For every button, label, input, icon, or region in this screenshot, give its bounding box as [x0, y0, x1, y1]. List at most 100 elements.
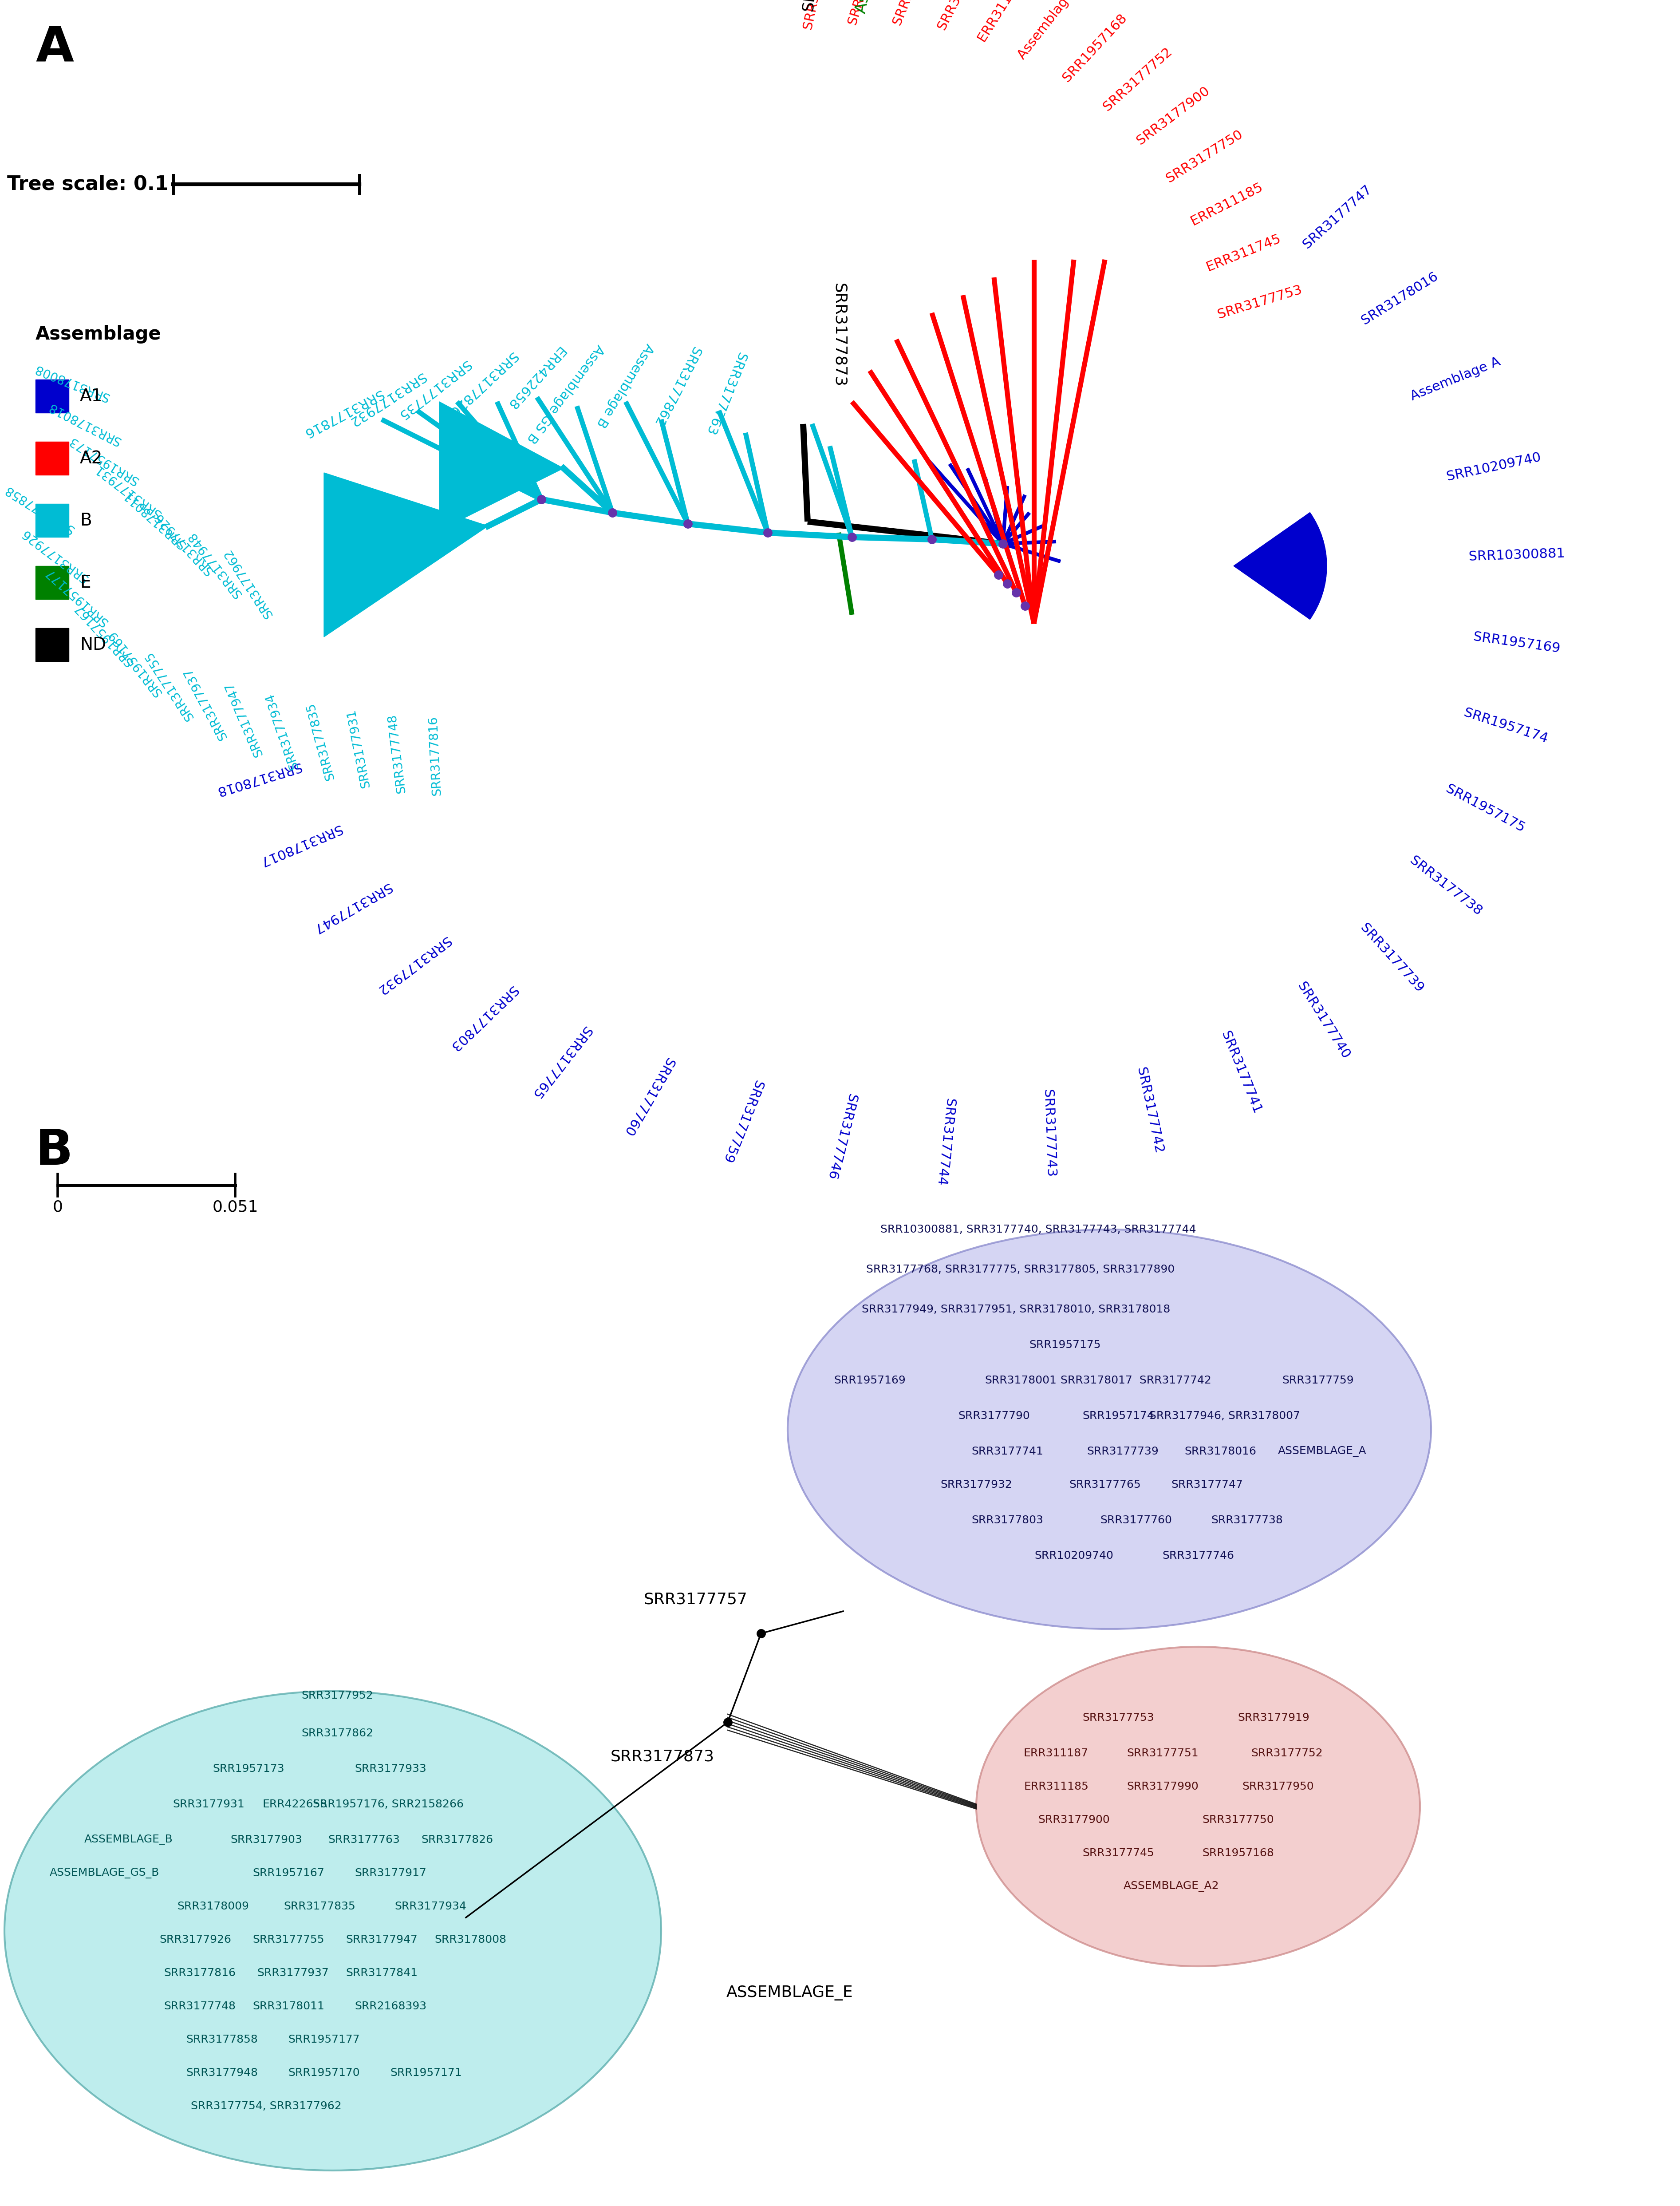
- Text: SRR1957168: SRR1957168: [1201, 1849, 1273, 1857]
- Text: SRR3177949, SRR3177951, SRR3178010, SRR3178018: SRR3177949, SRR3177951, SRR3178010, SRR3…: [862, 1304, 1171, 1315]
- Text: SRR3177862: SRR3177862: [650, 344, 702, 428]
- Text: SRR3177803: SRR3177803: [971, 1516, 1043, 1527]
- Text: B: B: [35, 1127, 74, 1176]
- Text: SRR3177735: SRR3177735: [395, 357, 472, 421]
- Text: E: E: [81, 574, 91, 591]
- Text: SRR3177754, SRR3177962: SRR3177754, SRR3177962: [192, 2100, 341, 2111]
- Text: SRR3177742: SRR3177742: [1134, 1065, 1164, 1154]
- Text: SRR10300881: SRR10300881: [1468, 547, 1566, 563]
- Text: ASSEMBLAGE_A: ASSEMBLAGE_A: [1278, 1447, 1366, 1456]
- Text: SRR2168393: SRR2168393: [354, 2001, 427, 2012]
- Text: SRR3177873: SRR3177873: [832, 282, 847, 386]
- Text: SRR3177816: SRR3177816: [427, 715, 444, 796]
- Text: SRR3177765: SRR3177765: [1068, 1480, 1141, 1489]
- Text: A2: A2: [81, 450, 102, 468]
- Text: ERR311187: ERR311187: [974, 0, 1028, 44]
- Text: ERR311187: ERR311187: [1023, 1747, 1089, 1758]
- Text: SRR3177741: SRR3177741: [1218, 1030, 1263, 1116]
- Text: SRR3177933: SRR3177933: [354, 1763, 427, 1774]
- Text: SRR3177934: SRR3177934: [395, 1902, 467, 1913]
- Text: SRR3177900: SRR3177900: [1038, 1816, 1109, 1824]
- Text: SRR3177765: SRR3177765: [529, 1024, 593, 1101]
- Text: SRR1957171: SRR1957171: [390, 2067, 462, 2078]
- Text: SRR3177763: SRR3177763: [328, 1835, 400, 1844]
- Text: SRR3177738: SRR3177738: [1406, 854, 1483, 918]
- Text: SRR3177931: SRR3177931: [344, 708, 371, 790]
- Text: SRR3177763: SRR3177763: [702, 351, 748, 437]
- Polygon shape: [324, 472, 487, 638]
- Text: Assemblage E: Assemblage E: [853, 0, 889, 15]
- Text: SRR3177835: SRR3177835: [304, 702, 336, 781]
- Text: SRR3177948: SRR3177948: [186, 2067, 257, 2078]
- Text: SRR3177858: SRR3177858: [2, 483, 77, 536]
- Text: SRR1957175: SRR1957175: [1443, 783, 1527, 834]
- Text: SRR3177962: SRR3177962: [222, 547, 276, 620]
- Text: SRR3177746: SRR3177746: [825, 1092, 858, 1180]
- Text: SRR3177826: SRR3177826: [447, 349, 519, 419]
- Text: SRR3177753: SRR3177753: [1216, 282, 1304, 322]
- Text: ERR422658: ERR422658: [262, 1798, 328, 1809]
- Text: SRR3177934: SRR3177934: [264, 693, 301, 772]
- Bar: [35, 567, 69, 600]
- Text: SRR3178017: SRR3178017: [257, 823, 343, 867]
- Text: SRR3177748: SRR3177748: [163, 2001, 235, 2012]
- Text: SRR3177873: SRR3177873: [610, 1749, 714, 1765]
- Text: SRR3177741: SRR3177741: [971, 1447, 1043, 1456]
- Bar: [35, 629, 69, 662]
- Text: SRR3178008: SRR3178008: [435, 1935, 506, 1946]
- Text: SRR3177739: SRR3177739: [1357, 922, 1425, 995]
- Text: ASSEMBLAGE_GS_B: ASSEMBLAGE_GS_B: [49, 1868, 160, 1880]
- Text: SRR3177746: SRR3177746: [1163, 1551, 1233, 1562]
- Text: SRR3177952: SRR3177952: [301, 1690, 373, 1701]
- Text: A: A: [35, 24, 74, 73]
- Text: SRR1957175: SRR1957175: [1028, 1339, 1100, 1350]
- Bar: [35, 503, 69, 536]
- Text: SRR1957177: SRR1957177: [44, 565, 111, 629]
- Bar: [35, 441, 69, 474]
- Text: SRR3177743: SRR3177743: [1040, 1090, 1057, 1178]
- Ellipse shape: [788, 1229, 1431, 1628]
- Text: SRR3177768, SRR3177775, SRR3177805, SRR3177890: SRR3177768, SRR3177775, SRR3177805, SRR3…: [867, 1264, 1174, 1275]
- Text: SRR3178018: SRR3178018: [45, 399, 123, 448]
- Text: SRR1957169: SRR1957169: [106, 629, 165, 699]
- Text: SRR3177750: SRR3177750: [1201, 1816, 1273, 1824]
- Ellipse shape: [976, 1646, 1420, 1966]
- Text: SRR3177752: SRR3177752: [1100, 46, 1174, 113]
- Text: SRR3177751: SRR3177751: [1127, 1747, 1198, 1758]
- Text: SRR3177947: SRR3177947: [223, 679, 265, 759]
- Text: B: B: [81, 512, 92, 529]
- Text: SRR3177926: SRR3177926: [151, 510, 215, 576]
- Ellipse shape: [5, 1692, 660, 2171]
- Text: SRR3177747: SRR3177747: [1171, 1480, 1243, 1489]
- Text: ND: ND: [81, 638, 106, 653]
- Text: SRR1957173: SRR1957173: [213, 1763, 284, 1774]
- Text: SRR1957169: SRR1957169: [833, 1374, 906, 1385]
- Text: SRR3178016: SRR3178016: [1359, 269, 1440, 326]
- Text: SRR1957176, SRR2158266: SRR1957176, SRR2158266: [312, 1798, 464, 1809]
- Text: SRR3177931: SRR3177931: [173, 1798, 244, 1809]
- Text: 0.051: 0.051: [212, 1200, 259, 1216]
- Text: SRR3177947: SRR3177947: [346, 1935, 417, 1946]
- Text: SRR3177990: SRR3177990: [934, 0, 986, 31]
- Text: SRR3177858: SRR3177858: [186, 2034, 257, 2045]
- Text: ERR311185: ERR311185: [1188, 181, 1265, 227]
- Text: SRR3178011: SRR3178011: [121, 488, 188, 552]
- Text: SRR3177744: SRR3177744: [934, 1099, 956, 1187]
- Text: SRR3177990: SRR3177990: [1126, 1780, 1198, 1791]
- Text: SRR3178017  SRR3177742: SRR3178017 SRR3177742: [1060, 1374, 1211, 1385]
- Text: SRR3177740: SRR3177740: [1294, 979, 1352, 1061]
- Text: SRR3177947: SRR3177947: [311, 880, 393, 935]
- Text: SRR3177747: SRR3177747: [1300, 183, 1374, 251]
- Text: SRR3177760: SRR3177760: [1100, 1516, 1171, 1527]
- Text: SRR1957167: SRR1957167: [252, 1868, 324, 1880]
- Text: SRR3177750: SRR3177750: [1163, 128, 1245, 185]
- Text: SRR10209740: SRR10209740: [1445, 450, 1542, 483]
- Text: SRR3177946, SRR3178007: SRR3177946, SRR3178007: [1149, 1410, 1300, 1421]
- Text: SRR3178016: SRR3178016: [1184, 1447, 1257, 1456]
- Text: SRR3177760: SRR3177760: [620, 1054, 675, 1138]
- Text: ERR311745: ERR311745: [1205, 232, 1282, 274]
- Text: SRR3177759: SRR3177759: [719, 1079, 764, 1165]
- Text: Assemblage B: Assemblage B: [593, 342, 655, 430]
- Text: SRR3177932: SRR3177932: [346, 371, 427, 428]
- Text: SRR3178009: SRR3178009: [176, 1902, 249, 1913]
